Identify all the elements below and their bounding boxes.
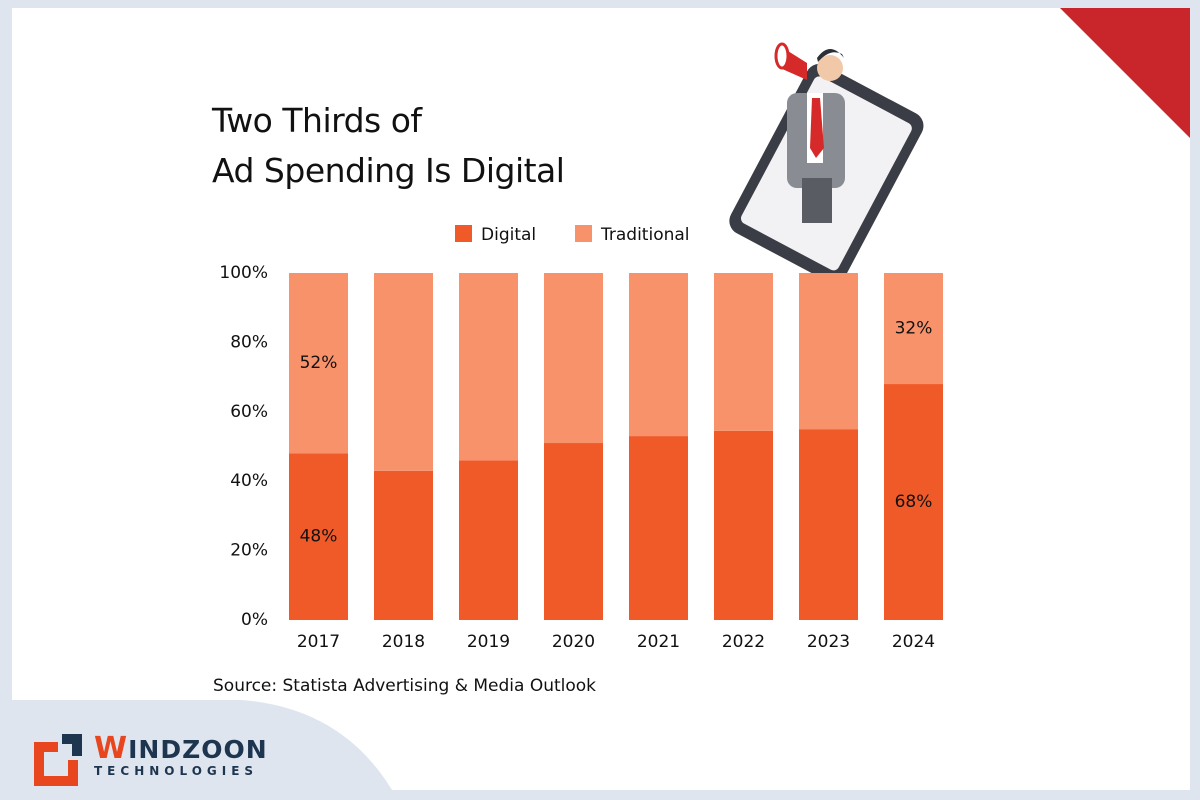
y-tick-label: 0% — [241, 610, 268, 630]
title-line: Two Thirds of — [212, 101, 422, 140]
brand-name: WINDZOON — [94, 731, 268, 766]
bar-segment — [629, 273, 688, 437]
bar-segment — [884, 384, 943, 620]
bar-segment — [374, 273, 433, 471]
bar-segment — [629, 436, 688, 620]
x-tick-label: 2020 — [552, 632, 595, 652]
brand-logo — [34, 734, 82, 786]
corner-triangle — [1060, 8, 1190, 138]
bar-segment — [374, 470, 433, 620]
bar-segment — [459, 273, 518, 461]
bar-segment — [544, 273, 603, 444]
x-tick-label: 2017 — [297, 632, 340, 652]
y-tick-label: 60% — [230, 402, 268, 422]
bar-segment — [714, 273, 773, 431]
legend-swatch — [575, 225, 592, 242]
x-tick-label: 2022 — [722, 632, 765, 652]
bar-segment — [289, 453, 348, 620]
legend-label: Traditional — [600, 225, 690, 245]
bar-segment — [459, 460, 518, 620]
corner-shape — [12, 700, 392, 790]
y-tick-label: 100% — [219, 263, 268, 283]
data-label: 32% — [895, 319, 933, 339]
y-tick-label: 20% — [230, 541, 268, 561]
y-tick-label: 80% — [230, 332, 268, 352]
data-label: 52% — [300, 353, 338, 373]
chart: 0% 20% 40% 60% 80% 100% Digital Traditional 2017… — [219, 225, 943, 652]
x-tick-label: 2018 — [382, 632, 425, 652]
chart-title: Two Thirds of Ad Spending Is Digital — [212, 96, 565, 196]
x-tick-label: 2021 — [637, 632, 680, 652]
bar-segment — [799, 273, 858, 430]
x-tick-label: 2019 — [467, 632, 510, 652]
x-tick-label: 2023 — [807, 632, 850, 652]
data-label: 48% — [300, 527, 338, 547]
y-tick-label: 40% — [230, 471, 268, 491]
illustration — [729, 42, 924, 283]
bar-segment — [544, 443, 603, 620]
bar-segment — [714, 430, 773, 620]
brand: WINDZOON TECHNOLOGIES — [94, 731, 268, 779]
bar-segment — [884, 273, 943, 385]
legend-label: Digital — [481, 225, 536, 245]
x-tick-label: 2024 — [892, 632, 935, 652]
legend-swatch — [455, 225, 472, 242]
title-line: Ad Spending Is Digital — [212, 151, 565, 190]
bar-segment — [799, 429, 858, 620]
data-label: 68% — [895, 492, 933, 512]
card: Two Thirds of Ad Spending Is Digital 0% 2… — [12, 8, 1190, 790]
decor — [12, 8, 1190, 790]
source-note: Source: Statista Advertising & Media Out… — [213, 676, 597, 696]
bar-segment — [289, 273, 348, 454]
brand-tagline: TECHNOLOGIES — [94, 764, 259, 778]
